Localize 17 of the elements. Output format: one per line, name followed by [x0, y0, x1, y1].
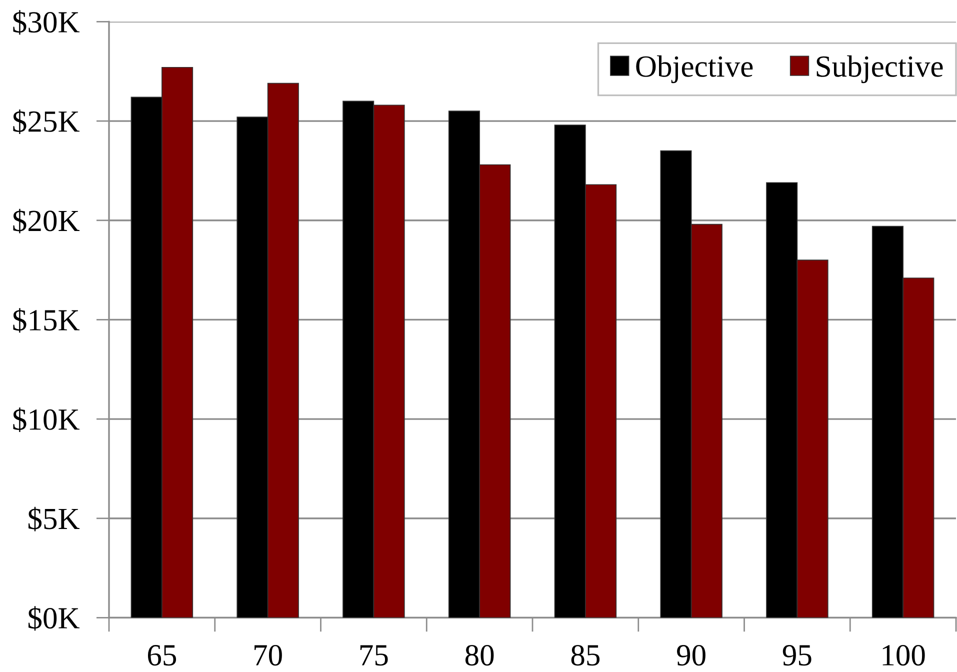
legend-label: Subjective	[816, 55, 943, 84]
y-tick-label: $10K	[13, 408, 80, 432]
x-tick-label: 90	[677, 644, 706, 666]
x-tick-label: 80	[465, 644, 494, 666]
x-tick-label: 65	[148, 645, 176, 666]
y-tick-label: $30K	[13, 10, 80, 35]
y-tick-label: $15K	[13, 308, 80, 333]
y-tick-label: $0K	[28, 606, 80, 631]
y-tick-label: $20K	[13, 208, 80, 234]
x-tick-label: 75	[360, 645, 388, 666]
x-tick-label: 70	[254, 644, 282, 666]
legend-label: Objective	[636, 55, 753, 84]
y-tick-label: $25K	[13, 110, 80, 134]
y-tick-label: $5K	[28, 506, 80, 532]
x-tick-label: 95	[782, 645, 812, 666]
x-tick-label: 100	[882, 644, 925, 666]
x-tick-label: 85	[571, 644, 600, 666]
